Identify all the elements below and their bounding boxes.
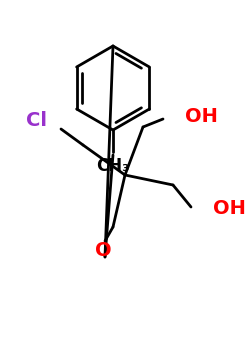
Text: OH: OH (213, 199, 246, 218)
Text: O: O (95, 241, 111, 260)
Text: CH₃: CH₃ (96, 157, 130, 175)
Text: OH: OH (185, 107, 218, 126)
Text: Cl: Cl (26, 112, 47, 131)
